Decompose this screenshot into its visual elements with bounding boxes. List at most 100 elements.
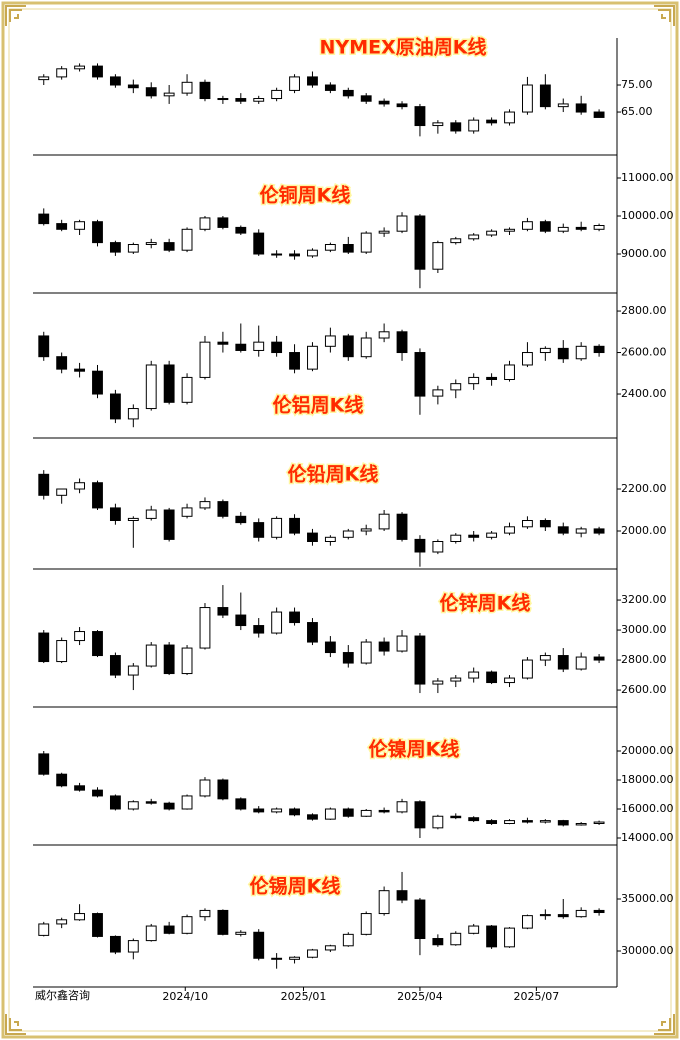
candle-body xyxy=(74,631,86,642)
candle-body xyxy=(378,890,390,915)
candle-body xyxy=(127,244,139,253)
candle-body xyxy=(486,671,498,684)
candle-body xyxy=(289,76,300,91)
candle-body xyxy=(414,538,426,553)
y-tick-label: 18000.00 xyxy=(621,773,674,786)
candle-body xyxy=(522,520,533,528)
candle-body xyxy=(145,364,157,410)
candle-body xyxy=(181,507,193,517)
candle-body xyxy=(539,820,551,823)
y-tick-label: 2400.00 xyxy=(621,387,667,400)
candle-body xyxy=(181,81,193,94)
y-tick-label: 16000.00 xyxy=(621,802,674,815)
candle-body xyxy=(163,242,175,251)
candle-body xyxy=(109,393,121,420)
x-tick-label: 2024/10 xyxy=(162,990,208,1003)
candle-body xyxy=(468,534,480,538)
candle-body xyxy=(360,913,372,935)
candle-body xyxy=(253,808,265,813)
candle-body xyxy=(593,821,605,824)
candle-body xyxy=(271,89,283,100)
y-tick-label: 35000.00 xyxy=(621,892,674,905)
candle-body xyxy=(307,76,318,86)
candle-body xyxy=(504,677,515,684)
candle-body xyxy=(575,656,587,670)
candle-body xyxy=(217,779,229,800)
candle-body xyxy=(199,909,211,918)
candle-body xyxy=(557,820,569,826)
candle-body xyxy=(163,509,175,540)
candle-body xyxy=(92,789,103,797)
candle-body xyxy=(307,249,318,257)
y-tick-label: 10000.00 xyxy=(621,209,674,222)
candle-body xyxy=(271,611,283,634)
candle-body xyxy=(253,98,265,102)
candle-body xyxy=(235,515,247,524)
candle-body xyxy=(109,242,121,253)
candle-body xyxy=(557,526,569,534)
candle-body xyxy=(56,356,68,370)
candle-body xyxy=(92,631,103,657)
candle-body xyxy=(324,84,336,91)
candle-body xyxy=(324,536,336,542)
corner-ornaments xyxy=(5,5,675,1035)
candle-body xyxy=(289,352,300,370)
candle-body xyxy=(127,408,139,420)
candle-body xyxy=(522,659,533,679)
candle-body xyxy=(450,238,462,244)
candle-body xyxy=(539,347,551,354)
candle-body xyxy=(378,641,390,652)
y-tick-label: 3000.00 xyxy=(621,623,667,636)
candle-body xyxy=(307,345,318,370)
candle-body xyxy=(289,253,300,257)
candle-body xyxy=(522,84,533,113)
candle-body xyxy=(56,773,68,787)
candle-body xyxy=(56,488,68,496)
candle-body xyxy=(450,534,462,542)
candle-body xyxy=(145,87,157,97)
candle-body xyxy=(38,76,50,81)
candle-body xyxy=(432,389,444,397)
candle-body xyxy=(414,899,426,940)
y-tick-label: 2000.00 xyxy=(621,524,667,537)
candle-body xyxy=(450,122,462,132)
candle-body xyxy=(539,520,551,528)
candle-body xyxy=(486,376,498,381)
candle-body xyxy=(378,100,390,105)
candle-body xyxy=(504,228,515,232)
candle-body xyxy=(575,909,587,918)
candle-body xyxy=(557,914,569,918)
candle-body xyxy=(378,513,390,530)
candle-body xyxy=(235,98,247,102)
panel-title: 伦铝周K线 xyxy=(273,394,364,417)
candle-body xyxy=(450,383,462,391)
y-tick-label: 65.00 xyxy=(621,105,653,118)
candle-body xyxy=(432,242,444,270)
candle-body xyxy=(38,335,50,358)
candle-body xyxy=(74,785,86,791)
candle-body xyxy=(486,925,498,948)
candle-body xyxy=(109,76,121,86)
candle-body xyxy=(486,119,498,124)
candle-body xyxy=(432,122,444,127)
candle-body xyxy=(127,665,139,676)
candle-body xyxy=(199,217,211,230)
panel-title: NYMEX原油周K线 xyxy=(320,36,487,59)
candle-body xyxy=(38,213,50,225)
candle-body xyxy=(593,528,605,534)
candle-body xyxy=(38,473,50,496)
candle-body xyxy=(396,331,408,354)
candle-body xyxy=(557,347,569,360)
candle-body xyxy=(342,244,354,253)
y-tick-label: 3200.00 xyxy=(621,593,667,606)
candle-body xyxy=(450,677,462,682)
candle-body xyxy=(307,622,318,643)
candle-body xyxy=(217,217,229,228)
candle-body xyxy=(342,933,354,947)
candle-body xyxy=(109,795,121,810)
candle-body xyxy=(539,655,551,661)
candle-body xyxy=(557,103,569,108)
y-tick-label: 14000.00 xyxy=(621,831,674,844)
